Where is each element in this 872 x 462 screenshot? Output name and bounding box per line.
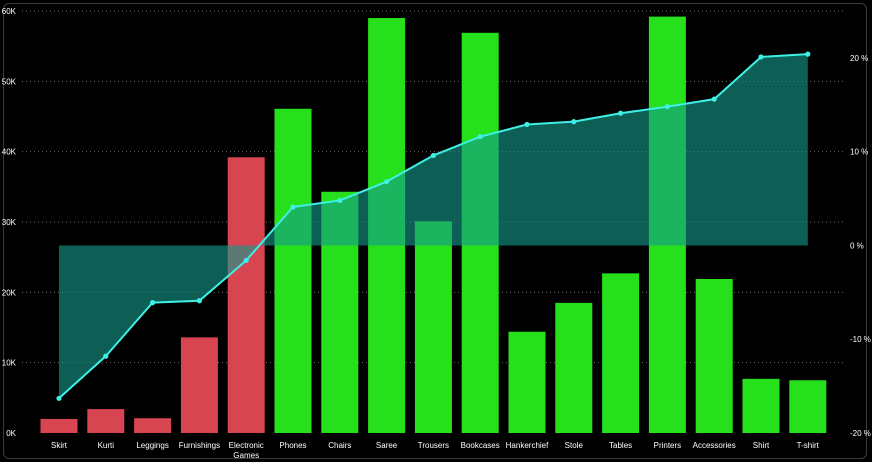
line-point: [758, 54, 764, 60]
bar: [602, 273, 640, 433]
category-label: Saree: [376, 441, 398, 450]
line-point: [805, 51, 811, 57]
bar: [40, 418, 78, 433]
bar: [695, 278, 733, 433]
category-label: Accessories: [693, 441, 736, 450]
left-tick-label: 10K: [2, 359, 17, 368]
category-label: Trousers: [418, 441, 449, 450]
left-tick-label: 30K: [2, 218, 17, 227]
category-label: Printers: [654, 441, 682, 450]
category-label: Electronic Games: [229, 441, 264, 460]
category-label: Shirt: [753, 441, 770, 450]
left-tick-label: 20K: [2, 288, 17, 297]
line-point: [56, 395, 62, 401]
variance-area: [59, 54, 808, 399]
variance-area-fill: [59, 54, 808, 399]
category-label: Tables: [609, 441, 632, 450]
bar: [789, 380, 827, 433]
right-tick-label: -10 %: [850, 335, 871, 344]
category-label: Hankerchief: [506, 441, 549, 450]
line-point: [150, 300, 156, 306]
bar: [274, 108, 312, 433]
right-tick-label: 0 %: [850, 241, 864, 250]
bar: [180, 337, 218, 433]
right-tick-label: 10 %: [850, 148, 868, 157]
line-point: [571, 119, 577, 125]
line-point: [524, 121, 530, 128]
bar: [227, 157, 265, 433]
category-label: Stole: [565, 441, 584, 450]
right-tick-label: -20 %: [850, 429, 871, 438]
line-point: [337, 197, 343, 204]
chart-frame: [3, 3, 867, 459]
right-tick-label: 20 %: [850, 54, 868, 63]
category-label: Leggings: [136, 441, 168, 450]
right-axis: -20 % -10 % 0 % 10 % 20 %: [850, 54, 871, 438]
line-point: [384, 179, 390, 185]
line-point: [243, 257, 249, 264]
category-label: Bookcases: [461, 441, 500, 450]
left-axis: 0K 10K 20K 30K 40K 50K 60K: [2, 7, 17, 438]
left-tick-label: 60K: [2, 7, 17, 16]
category-label: Furnishings: [179, 441, 220, 450]
bar: [742, 378, 780, 433]
variance-line: [56, 51, 811, 401]
category-labels: Skirt Kurti Leggings Furnishings Electronic G…: [51, 441, 820, 460]
line-point: [664, 104, 671, 110]
bar: [555, 302, 593, 433]
line-point: [711, 96, 717, 102]
line-point: [103, 353, 109, 359]
bar: [414, 221, 452, 433]
category-label: Kurti: [98, 441, 115, 450]
category-label: Phones: [279, 441, 306, 450]
bar: [134, 418, 172, 433]
category-label: Chairs: [328, 441, 351, 450]
line-point: [430, 152, 436, 159]
bar: [87, 409, 125, 433]
category-label: Skirt: [51, 441, 68, 450]
line-point: [618, 110, 624, 116]
line-point: [477, 134, 483, 140]
left-tick-label: 40K: [2, 148, 17, 157]
category-label: T-shirt: [797, 441, 820, 450]
left-tick-label: 0K: [6, 429, 16, 438]
left-tick-label: 50K: [2, 77, 17, 86]
line-point: [196, 298, 202, 304]
line-point: [290, 204, 296, 210]
bar: [508, 331, 546, 433]
